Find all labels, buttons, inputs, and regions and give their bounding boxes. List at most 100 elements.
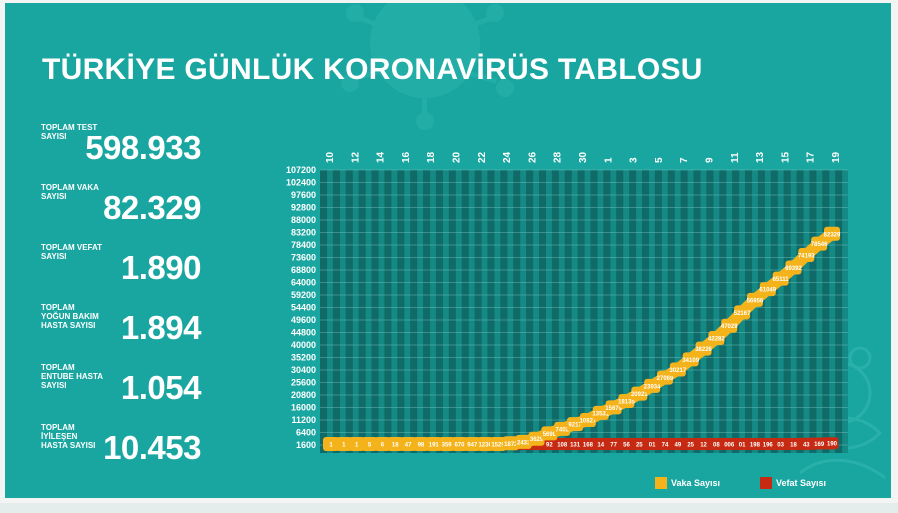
stat-test-value: 598.933 [85, 129, 201, 166]
deaths-point [774, 438, 788, 450]
cases-data-label: 98 [418, 443, 425, 449]
y-tick-label: 64000 [291, 278, 316, 288]
deaths-data-label: 56 [623, 443, 630, 449]
cases-data-label: 10827 [580, 418, 597, 424]
deaths-point [825, 437, 839, 450]
deaths-data-label: 12 [700, 443, 707, 449]
deaths-data-label: 77 [610, 443, 617, 449]
page-title: TÜRKİYE GÜNLÜK KORONAVİRÜS TABLOSU [42, 53, 703, 86]
deaths-point [684, 438, 698, 450]
plot-stripe [500, 170, 508, 453]
x-tick-label: 20 [452, 151, 463, 163]
cases-point [567, 417, 584, 432]
y-tick-label: 11200 [291, 415, 316, 425]
deaths-data-label: 08 [713, 443, 720, 449]
plot-stripe [423, 170, 431, 453]
legend-cases-swatch [655, 477, 667, 489]
cases-data-label: 78546 [811, 242, 828, 248]
plot-stripe [371, 170, 379, 453]
plot-stripe [551, 170, 559, 453]
cases-point [374, 437, 391, 451]
x-tick-label: 26 [527, 151, 538, 163]
cases-data-label: 52167 [734, 311, 751, 317]
plot-stripe [822, 170, 830, 453]
y-tick-label: 25600 [291, 378, 316, 388]
plot-stripe [616, 170, 624, 453]
cases-point [515, 434, 532, 449]
cases-data-label: 7402 [556, 427, 570, 433]
plot-stripe [654, 170, 662, 453]
deaths-data-label: 108 [557, 443, 568, 449]
legend-deaths-label: Vefat Sayısı [776, 478, 827, 488]
virus-decoration-icon [341, 3, 514, 130]
deaths-point [632, 438, 646, 450]
cases-data-label: 23934 [644, 384, 661, 390]
x-tick-label: 15 [780, 151, 791, 163]
deaths-point [594, 438, 608, 450]
plot-stripe [783, 170, 791, 453]
cases-data-label: 82329 [824, 232, 841, 238]
cases-data-label: 13531 [592, 411, 609, 417]
deaths-data-label: 92 [546, 443, 553, 449]
deaths-point [671, 438, 685, 450]
cases-data-label: 947 [467, 443, 478, 449]
y-tick-label: 68800 [291, 265, 316, 275]
cases-data-label: 15679 [605, 406, 622, 412]
deaths-point [697, 438, 711, 450]
x-tick-label: 9 [705, 157, 716, 163]
deaths-data-label: 14 [597, 443, 604, 449]
cases-data-label: 1872 [504, 442, 518, 448]
x-tick-label: 18 [426, 151, 437, 163]
deaths-point [735, 438, 749, 450]
cases-point [746, 292, 763, 307]
cases-data-label: 3629 [530, 437, 544, 443]
deaths-point [799, 437, 813, 450]
legend-cases: Vaka Sayısı [655, 477, 720, 491]
cases-point [708, 331, 725, 346]
y-tick-label: 35200 [291, 353, 316, 363]
deaths-data-label: 03 [777, 443, 784, 449]
stat-icu: TOPLAM YOĞUN BAKIM HASTA SAYISI 1.894 [41, 303, 202, 353]
plot-stripe [629, 170, 637, 453]
y-tick-label: 30400 [291, 365, 316, 375]
stat-recovered-label: TOPLAM İYİLEŞEN HASTA SAYISI [41, 423, 96, 450]
x-tick-label: 14 [376, 151, 387, 163]
cases-point [631, 386, 648, 401]
cases-point [644, 378, 661, 393]
cases-point [592, 405, 609, 420]
cases-data-label: 74193 [798, 253, 815, 259]
deaths-data-label: 43 [803, 442, 810, 448]
stat-deaths-label: TOPLAM VEFAT SAYISI [41, 243, 103, 261]
cases-point [579, 412, 596, 427]
cases-data-label: 30217 [670, 368, 687, 374]
cases-point [387, 437, 404, 451]
plot-stripe [641, 170, 650, 453]
plot-stripe [809, 170, 817, 453]
y-tick-label: 97600 [291, 190, 316, 200]
x-tick-label: 17 [806, 151, 817, 163]
deaths-data-label: 169 [814, 442, 825, 448]
plot-stripe [770, 170, 778, 453]
stat-intubated-value: 1.054 [120, 369, 202, 406]
cases-point [618, 393, 635, 408]
stat-icu-value: 1.894 [120, 309, 202, 346]
y-tick-label: 20800 [291, 390, 316, 400]
y-tick-label: 44800 [291, 328, 316, 338]
cases-data-label: 18135 [618, 399, 635, 405]
cases-point [811, 236, 828, 251]
cases-data-label: 1529 [491, 443, 505, 449]
cases-point [657, 370, 673, 385]
plot-stripe [384, 170, 392, 453]
y-tick-label: 54400 [291, 303, 316, 313]
deaths-point [812, 437, 826, 450]
cases-data-label: 6 [381, 443, 385, 449]
cases-point [438, 437, 455, 451]
x-tick-label: 10 [325, 151, 336, 163]
deaths-point [542, 438, 556, 450]
plot-stripe [461, 170, 469, 453]
cases-data-label: 38226 [695, 347, 712, 353]
plot-stripe [526, 170, 534, 453]
stat-icu-label: TOPLAM YOĞUN BAKIM HASTA SAYISI [41, 303, 99, 330]
stat-test-label: TOPLAM TEST SAYISI [41, 123, 98, 141]
cases-data-label: 20921 [631, 392, 648, 398]
